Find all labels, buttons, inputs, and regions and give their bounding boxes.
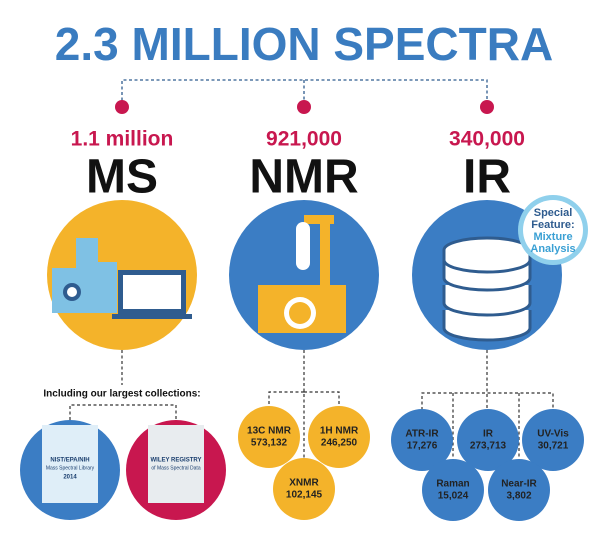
title: 2.3 MILLION SPECTRA <box>55 18 553 70</box>
book-subtitle: Mass Spectral Library <box>46 465 95 471</box>
nmr-count: 921,000 <box>266 128 342 151</box>
book-cover <box>42 425 98 503</box>
badge-text: Analysis <box>530 243 575 255</box>
bubble <box>391 409 453 471</box>
bubble-label: XNMR <box>289 478 319 489</box>
bubble-count: 30,721 <box>538 441 569 452</box>
book-year: 2014 <box>63 475 77 481</box>
bubble-label: 13C NMR <box>247 426 292 437</box>
dots <box>115 100 494 114</box>
ir-icon <box>442 236 532 342</box>
bubble-label: UV-Vis <box>537 429 569 440</box>
badge-text: Special <box>534 207 573 219</box>
bubble <box>522 409 584 471</box>
bubble <box>488 459 550 521</box>
badge-text: Feature: <box>531 219 574 231</box>
bubble-count: 102,145 <box>286 490 323 501</box>
ms-count: 1.1 million <box>71 128 174 151</box>
ir-name: IR <box>463 151 511 204</box>
bubble-label: IR <box>483 429 494 440</box>
bubble-label: 1H NMR <box>320 426 359 437</box>
bubble <box>422 459 484 521</box>
ms-name: MS <box>86 151 158 204</box>
bubble-count: 246,250 <box>321 438 358 449</box>
bubble <box>308 406 370 468</box>
bubble <box>238 406 300 468</box>
ms-caption: Including our largest collections: <box>43 389 200 400</box>
book-title: WILEY REGISTRY <box>150 458 201 464</box>
book-title: NIST/EPA/NIH <box>50 458 89 464</box>
bubble-label: ATR-IR <box>405 429 439 440</box>
nmr-name: NMR <box>249 151 358 204</box>
badge: Special Feature: Mixture Analysis <box>518 195 588 265</box>
bubble <box>457 409 519 471</box>
ir-connector <box>421 350 554 460</box>
nmr-icon <box>258 215 346 333</box>
bubble-count: 15,024 <box>438 491 469 502</box>
ir-count: 340,000 <box>449 128 525 151</box>
bubble-count: 3,802 <box>506 491 531 502</box>
ms-connector <box>69 350 177 420</box>
badge-text: Mixture <box>533 231 572 243</box>
bubble <box>273 458 335 520</box>
ms-icon <box>52 238 192 319</box>
bubble-label: Raman <box>436 479 469 490</box>
bubble-count: 573,132 <box>251 438 288 449</box>
bubble-count: 273,713 <box>470 441 507 452</box>
bubble-count: 17,276 <box>407 441 438 452</box>
bubble-label: Near-IR <box>501 479 537 490</box>
connector <box>121 79 488 106</box>
book-cover <box>148 425 204 503</box>
book-subtitle: of Mass Spectral Data <box>151 465 200 471</box>
nmr-connector <box>268 350 340 460</box>
